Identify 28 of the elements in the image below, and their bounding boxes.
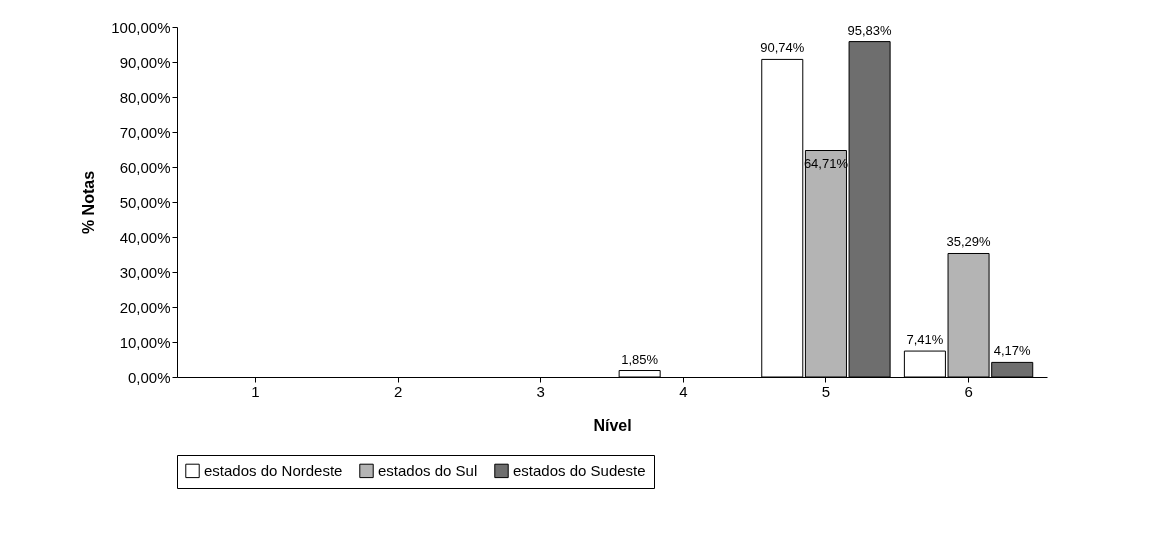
y-tick-label: 10,00% [119, 333, 171, 351]
x-axis-title: Nível [593, 416, 632, 434]
y-axis-title: % Notas [80, 170, 98, 235]
y-tick-label: 40,00% [119, 228, 171, 246]
data-label: 4,17% [993, 343, 1032, 359]
y-tick-label: 30,00% [119, 263, 171, 281]
x-tick-label: 6 [964, 382, 973, 400]
x-tick-label: 2 [393, 382, 403, 400]
x-tick-label: 4 [679, 382, 688, 400]
y-tick-label: 60,00% [119, 158, 171, 176]
data-label: 90,74% [760, 40, 805, 56]
y-tick-label: 90,00% [119, 53, 171, 71]
data-label: 95,83% [847, 22, 893, 38]
x-tick-label: 3 [536, 382, 545, 400]
y-tick-label: 70,00% [119, 123, 171, 141]
y-tick-label: 100,00% [111, 18, 171, 36]
data-label: 7,41% [906, 332, 944, 348]
data-label: 35,29% [946, 234, 992, 250]
legend-label: estados do Nordeste [204, 461, 343, 479]
y-tick-label: 80,00% [119, 88, 171, 106]
y-tick-label: 50,00% [119, 193, 171, 211]
y-tick-label: 0,00% [127, 368, 171, 386]
x-tick-label: 1 [251, 382, 260, 400]
legend-label: estados do Sudeste [513, 461, 646, 479]
data-label: 1,85% [621, 351, 659, 367]
x-tick-label: 5 [821, 382, 831, 400]
legend-label: estados do Sul [378, 461, 478, 479]
y-tick-label: 20,00% [119, 298, 171, 316]
